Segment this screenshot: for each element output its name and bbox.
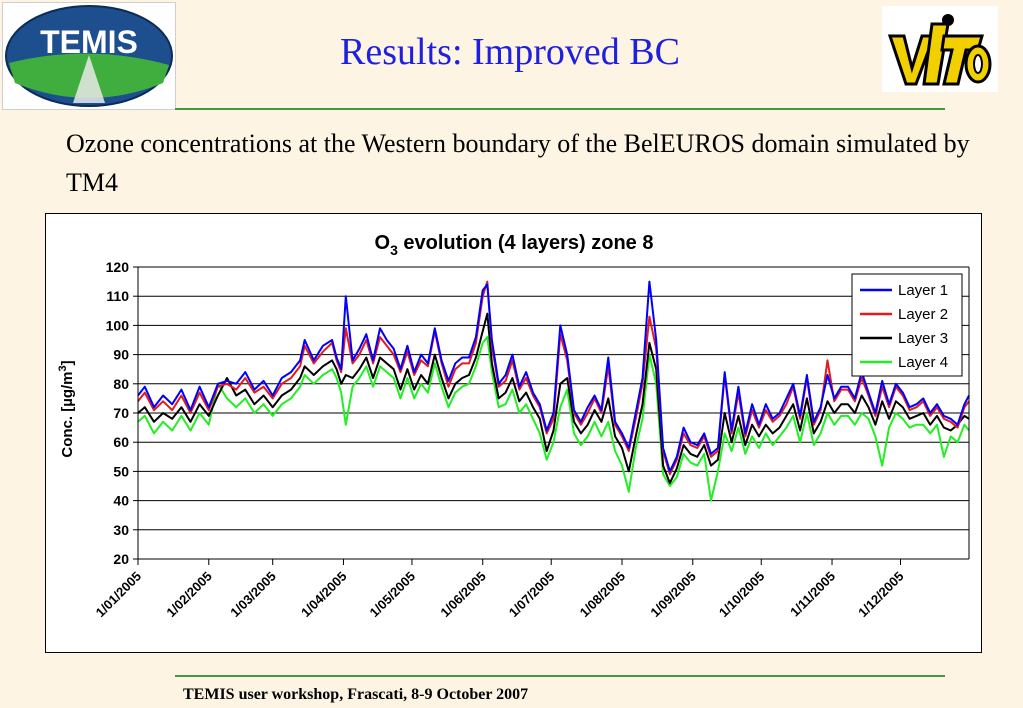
x-tick-label: 1/06/2005 [437, 569, 489, 621]
y-tick-label: 80 [113, 376, 129, 392]
series-line-layer-1 [137, 280, 970, 473]
temis-logo: TEMIS [2, 2, 176, 110]
bottom-divider [175, 675, 945, 677]
series-line-layer-3 [137, 312, 970, 485]
slide-title: Results: Improved BC [340, 31, 680, 73]
y-tick-label: 120 [106, 259, 130, 275]
x-tick-label: 1/07/2005 [506, 569, 558, 621]
temis-logo-icon: TEMIS [5, 5, 173, 107]
vito-logo [882, 6, 998, 92]
legend: Layer 1 Layer 2 Layer 3 Layer 4 [851, 273, 963, 377]
ozone-line-chart: O3 evolution (4 layers) zone 8 Conc. [µg… [57, 232, 970, 621]
axes: 120 110 100 90 80 70 60 50 40 30 20 1/01/2005 1/02/2… [93, 259, 970, 621]
x-tick-label: 1/10/2005 [716, 569, 768, 621]
x-tick-label: 1/12/2005 [855, 569, 907, 621]
vito-logo-icon [886, 10, 994, 88]
y-tick-label: 30 [113, 522, 129, 538]
y-tick-label: 40 [113, 493, 129, 509]
y-tick-label: 50 [113, 463, 129, 479]
x-tick-label: 1/05/2005 [367, 569, 419, 621]
y-tick-label: 90 [113, 347, 129, 363]
series-lines [137, 280, 970, 502]
chart-frame: O3 evolution (4 layers) zone 8 Conc. [µg… [45, 213, 982, 653]
y-tick-label: 20 [113, 551, 129, 567]
y-tick-label: 100 [106, 317, 130, 333]
x-tick-label: 1/09/2005 [647, 569, 699, 621]
legend-label: Layer 4 [898, 354, 948, 371]
temis-logo-text: TEMIS [40, 24, 138, 60]
legend-label: Layer 1 [898, 282, 948, 299]
y-tick-label: 60 [113, 434, 129, 450]
top-divider [175, 108, 945, 110]
x-tick-label: 1/11/2005 [787, 569, 838, 620]
x-tick-label: 1/01/2005 [93, 569, 145, 621]
slide-subtitle: Ozone concentrations at the Western boun… [66, 129, 970, 197]
chart-title: O3 evolution (4 layers) zone 8 [375, 232, 654, 258]
y-tick-label: 70 [113, 405, 129, 421]
x-tick-label: 1/02/2005 [163, 569, 215, 621]
x-tick-label: 1/04/2005 [298, 569, 350, 621]
x-tick-label: 1/08/2005 [577, 569, 629, 621]
y-axis-label: Conc. [µg/m3] [57, 360, 76, 457]
legend-label: Layer 2 [898, 306, 948, 323]
series-line-layer-4 [137, 336, 970, 502]
slide-footer: TEMIS user workshop, Frascati, 8-9 Octob… [183, 686, 529, 703]
legend-label: Layer 3 [898, 330, 948, 347]
series-line-layer-2 [137, 280, 970, 476]
y-tick-label: 110 [106, 288, 129, 304]
x-tick-label: 1/03/2005 [227, 569, 279, 621]
